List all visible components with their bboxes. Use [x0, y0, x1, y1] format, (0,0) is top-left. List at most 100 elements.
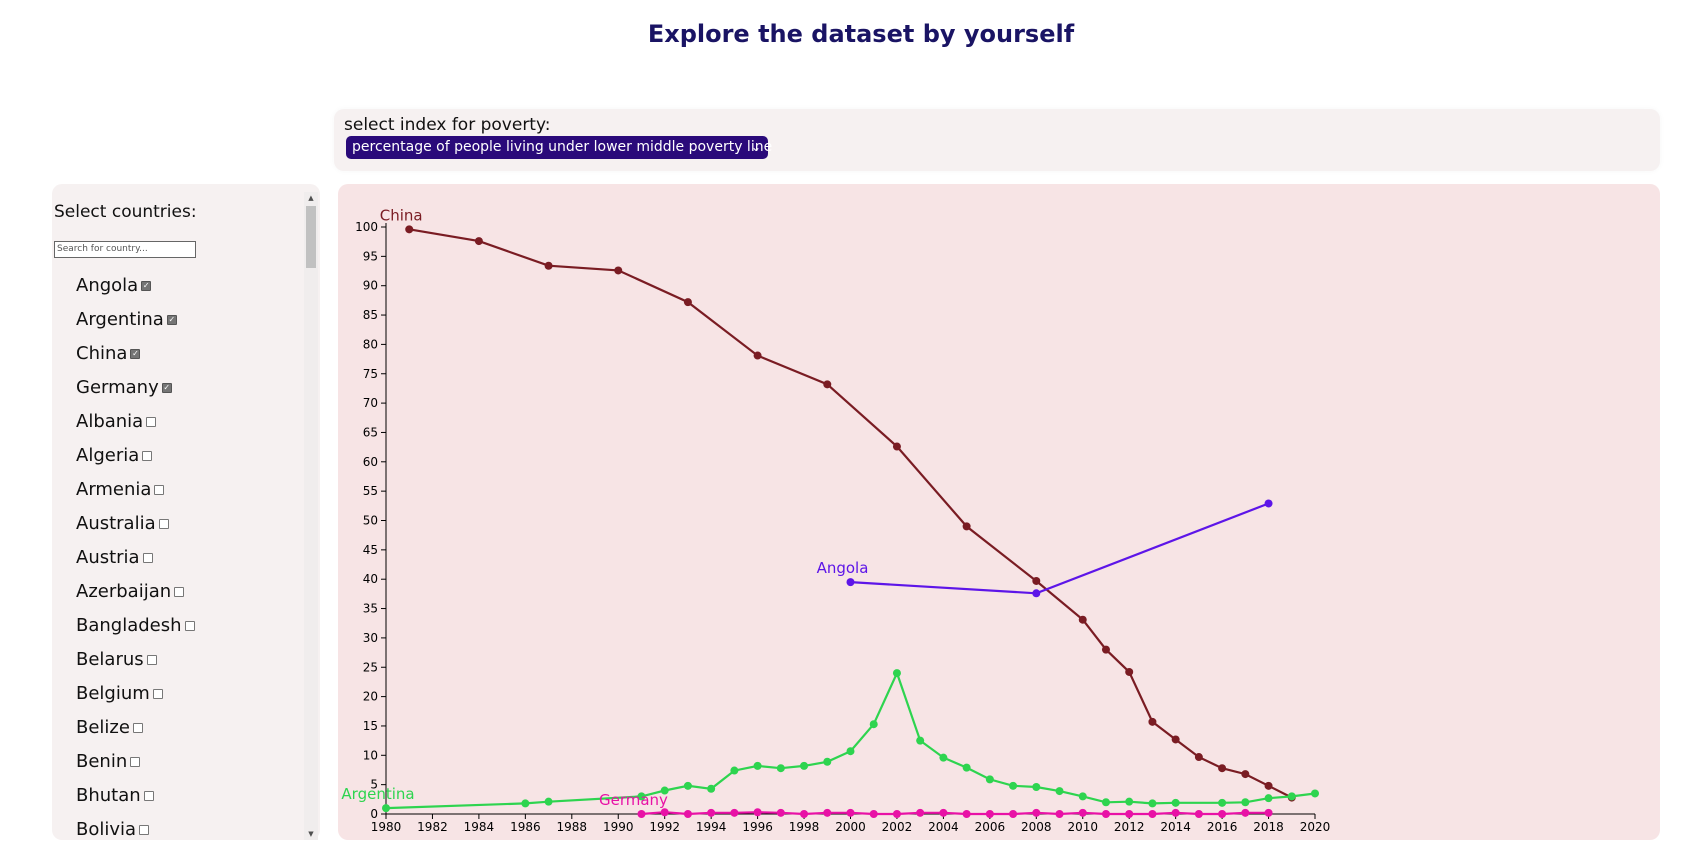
data-point-argentina: [892, 669, 901, 678]
checkbox-unchecked[interactable]: [130, 757, 141, 767]
data-point-argentina: [1125, 797, 1134, 806]
checkbox-checked[interactable]: ✓: [161, 383, 172, 393]
poverty-index-selected-value: percentage of people living under lower …: [352, 139, 773, 155]
country-search-input[interactable]: Search for country...: [54, 241, 196, 258]
country-item[interactable]: Australia: [76, 506, 195, 540]
country-name: Algeria: [76, 444, 140, 466]
data-point-germany: [1194, 810, 1203, 818]
data-point-argentina: [1148, 799, 1157, 808]
x-tick-label: 1992: [649, 820, 680, 834]
data-point-germany: [1101, 810, 1110, 818]
x-tick-label: 2016: [1207, 820, 1238, 834]
data-point-germany: [1264, 808, 1273, 817]
country-item[interactable]: Bhutan: [76, 778, 195, 812]
data-point-germany: [1009, 810, 1018, 818]
checkbox-unchecked[interactable]: [132, 723, 143, 733]
y-tick-label: 90: [363, 279, 378, 293]
x-tick-label: 1988: [557, 820, 588, 834]
poverty-index-select[interactable]: percentage of people living under lower …: [346, 136, 772, 159]
x-tick-label: 2014: [1160, 820, 1191, 834]
data-point-germany: [939, 808, 948, 817]
country-selector-heading: Select countries:: [54, 202, 197, 222]
data-point-argentina: [962, 763, 971, 772]
y-tick-label: 65: [363, 425, 378, 439]
checkbox-checked[interactable]: ✓: [130, 349, 141, 359]
data-point-germany: [1078, 808, 1087, 817]
country-name: Bangladesh: [76, 614, 182, 636]
data-point-angola: [1032, 589, 1041, 598]
x-tick-label: 2010: [1067, 820, 1098, 834]
checkbox-unchecked[interactable]: [146, 655, 157, 665]
country-name: Germany: [76, 376, 159, 398]
data-point-china: [892, 442, 901, 451]
data-point-germany: [916, 808, 925, 817]
country-item[interactable]: Argentina ✓: [76, 302, 195, 336]
checkbox-unchecked[interactable]: [154, 485, 165, 495]
x-tick-label: 1998: [789, 820, 820, 834]
x-tick-label: 2006: [975, 820, 1006, 834]
x-tick-label: 1980: [371, 820, 402, 834]
scroll-up-arrow-icon[interactable]: ▲: [308, 194, 314, 202]
data-point-argentina: [939, 753, 948, 762]
data-point-argentina: [1009, 781, 1018, 790]
series-line-china: [409, 228, 1293, 799]
scrollbar-thumb[interactable]: [306, 206, 316, 268]
x-tick-label: 2000: [835, 820, 866, 834]
series-label-angola: Angola: [817, 559, 869, 577]
x-tick-label: 1986: [510, 820, 541, 834]
checkbox-unchecked[interactable]: [174, 587, 185, 597]
checkbox-unchecked[interactable]: [139, 825, 150, 835]
country-item[interactable]: Algeria: [76, 438, 195, 472]
data-point-china: [1171, 735, 1180, 744]
scroll-down-arrow-icon[interactable]: ▼: [308, 830, 314, 838]
checkbox-unchecked[interactable]: [142, 553, 153, 563]
data-point-china: [1264, 781, 1273, 790]
data-point-argentina: [1218, 798, 1227, 807]
data-point-angola: [846, 578, 855, 587]
data-point-argentina: [521, 799, 530, 808]
country-item[interactable]: Armenia: [76, 472, 195, 506]
data-point-china: [1241, 770, 1250, 779]
country-list: Angola ✓ Argentina ✓ China ✓ Germany ✓ Albania Al…: [76, 268, 195, 840]
data-point-china: [405, 225, 414, 234]
checkbox-checked[interactable]: ✓: [166, 315, 177, 325]
checkbox-unchecked[interactable]: [152, 689, 163, 699]
country-item[interactable]: Belarus: [76, 642, 195, 676]
checkbox-unchecked[interactable]: [146, 417, 157, 427]
data-point-germany: [1218, 810, 1227, 818]
data-point-argentina: [916, 736, 925, 745]
country-item[interactable]: Bangladesh: [76, 608, 195, 642]
checkbox-unchecked[interactable]: [143, 791, 154, 801]
country-name: Armenia: [76, 478, 152, 500]
country-item[interactable]: Bolivia: [76, 812, 195, 840]
checkbox-unchecked[interactable]: [142, 451, 153, 461]
country-item[interactable]: Azerbaijan: [76, 574, 195, 608]
country-name: China: [76, 342, 128, 364]
checkbox-unchecked[interactable]: [184, 621, 195, 631]
country-list-scrollbar[interactable]: ▲ ▼: [304, 192, 318, 840]
series-label-argentina: Argentina: [341, 785, 414, 803]
series-line-angola: [850, 502, 1269, 595]
y-tick-label: 20: [363, 690, 378, 704]
country-item[interactable]: Angola ✓: [76, 268, 195, 302]
y-tick-label: 70: [363, 396, 378, 410]
data-point-argentina: [776, 764, 785, 773]
country-name: Belgium: [76, 682, 150, 704]
country-item[interactable]: Albania: [76, 404, 195, 438]
country-item[interactable]: Belgium: [76, 676, 195, 710]
chevron-down-icon: ⌄: [750, 140, 761, 154]
country-item[interactable]: China ✓: [76, 336, 195, 370]
country-item[interactable]: Germany ✓: [76, 370, 195, 404]
data-point-argentina: [730, 766, 739, 775]
country-item[interactable]: Belize: [76, 710, 195, 744]
country-item[interactable]: Benin: [76, 744, 195, 778]
data-point-china: [1032, 576, 1041, 585]
data-point-germany: [1171, 808, 1180, 817]
country-item[interactable]: Austria: [76, 540, 195, 574]
data-point-germany: [869, 810, 878, 818]
checkbox-checked[interactable]: ✓: [141, 281, 152, 291]
y-tick-label: 40: [363, 572, 378, 586]
data-point-argentina: [753, 761, 762, 770]
checkbox-unchecked[interactable]: [158, 519, 169, 529]
y-tick-label: 15: [363, 719, 378, 733]
